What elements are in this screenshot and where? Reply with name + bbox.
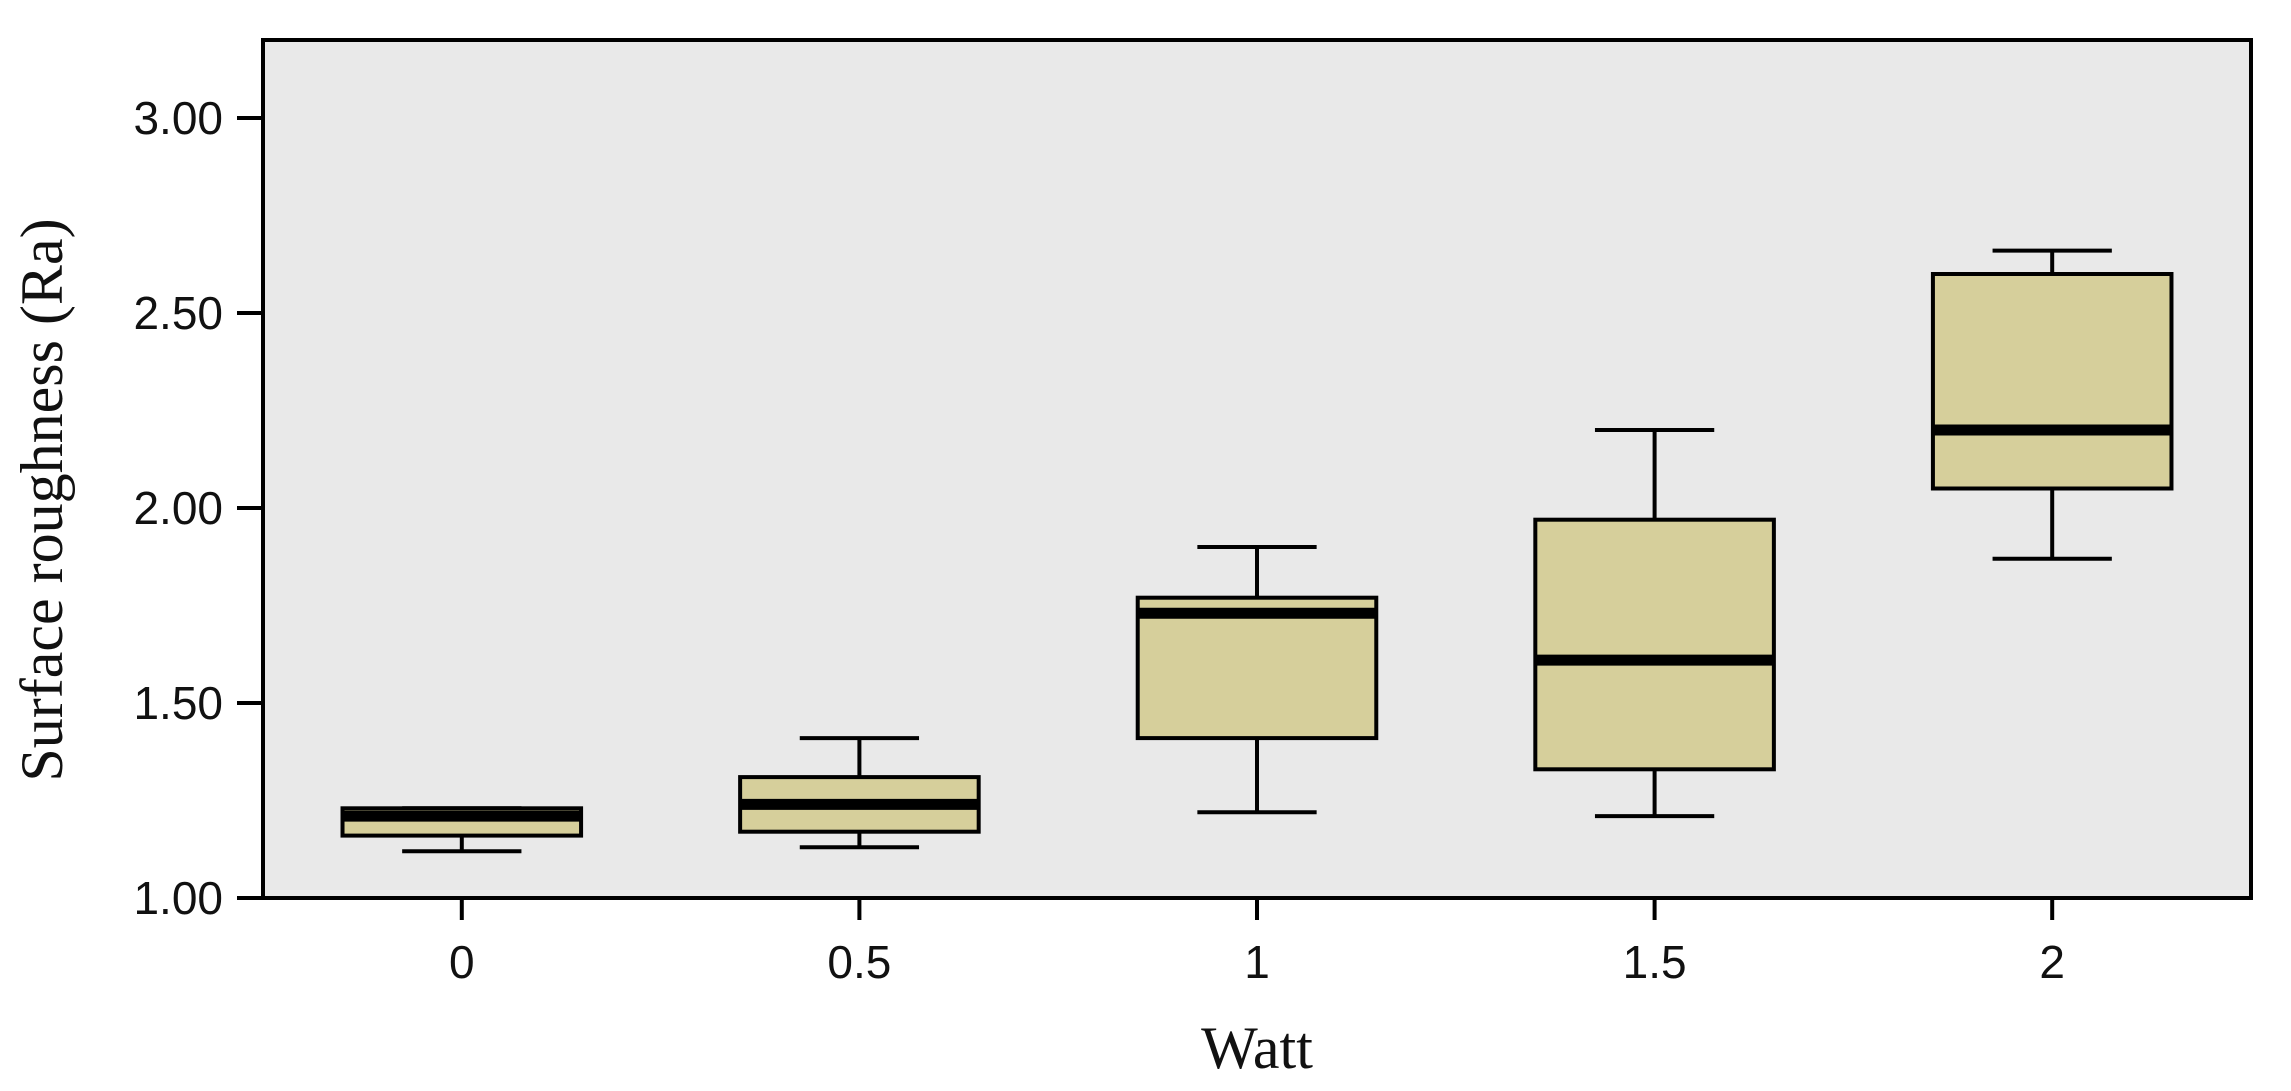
box-0 [340, 806, 584, 854]
x-tick-label: 0 [449, 936, 475, 988]
box-2 [1930, 248, 2174, 561]
x-tick-label: 0.5 [827, 936, 891, 988]
x-tick-label: 1 [1244, 936, 1270, 988]
box-1 [1135, 545, 1379, 815]
x-tick-label: 1.5 [1623, 936, 1687, 988]
y-tick-label: 2.50 [133, 287, 223, 339]
y-axis: 1.00 1.50 2.00 2.50 3.00 [133, 92, 263, 924]
x-axis-title: Watt [1201, 1015, 1313, 1081]
y-tick-label: 3.00 [133, 92, 223, 144]
x-tick-label: 2 [2039, 936, 2065, 988]
y-tick-label: 1.50 [133, 677, 223, 729]
iqr-box [1533, 517, 1776, 772]
iqr-box [1930, 272, 2174, 491]
box-1.5 [1533, 428, 1776, 819]
boxes-group [340, 248, 2174, 854]
y-axis-title: Surface roughness (Ra) [9, 218, 75, 781]
iqr-box [1135, 595, 1379, 741]
y-tick-label: 2.00 [133, 482, 223, 534]
x-axis: 0 0.5 1 1.5 2 [449, 898, 2065, 988]
y-tick-label: 1.00 [133, 872, 223, 924]
box-0.5 [738, 736, 981, 850]
